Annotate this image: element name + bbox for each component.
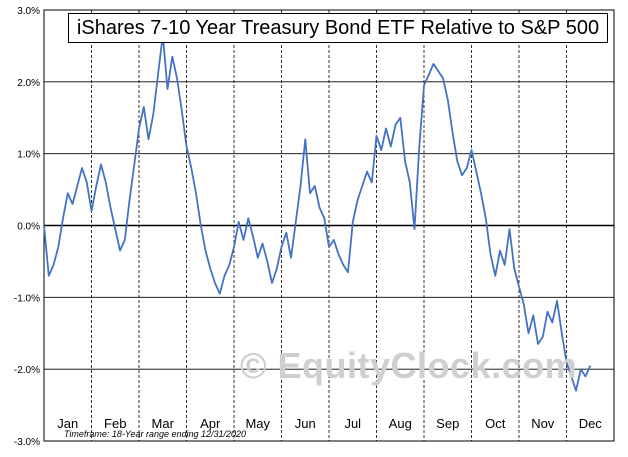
y-tick-label: 1.0% (17, 150, 40, 161)
x-tick-label: Aug (389, 416, 412, 431)
y-tick-label: -3.0% (14, 437, 40, 448)
timeframe-footnote: Timeframe: 18-Year range ending 12/31/20… (64, 429, 247, 439)
x-tick-label: Apr (200, 416, 221, 431)
x-tick-label: Jan (57, 416, 78, 431)
x-tick-label: Jul (344, 416, 361, 431)
y-tick-label: 3.0% (17, 6, 40, 17)
x-tick-label: Oct (485, 416, 506, 431)
y-tick-label: -1.0% (14, 293, 40, 304)
x-tick-label: Nov (531, 416, 555, 431)
x-tick-label: Mar (152, 416, 175, 431)
y-tick-label: -2.0% (14, 365, 40, 376)
series-line (43, 34, 592, 392)
x-tick-label: Jun (295, 416, 316, 431)
y-tick-label: 2.0% (17, 78, 40, 89)
y-tick-label: 0.0% (17, 222, 40, 233)
x-tick-label: Feb (104, 416, 126, 431)
x-tick-label: Dec (579, 416, 603, 431)
x-tick-label: Sep (436, 416, 459, 431)
watermark: © EquityClock.com (240, 345, 578, 386)
chart-title: iShares 7-10 Year Treasury Bond ETF Rela… (68, 13, 608, 43)
x-tick-label: May (245, 416, 270, 431)
